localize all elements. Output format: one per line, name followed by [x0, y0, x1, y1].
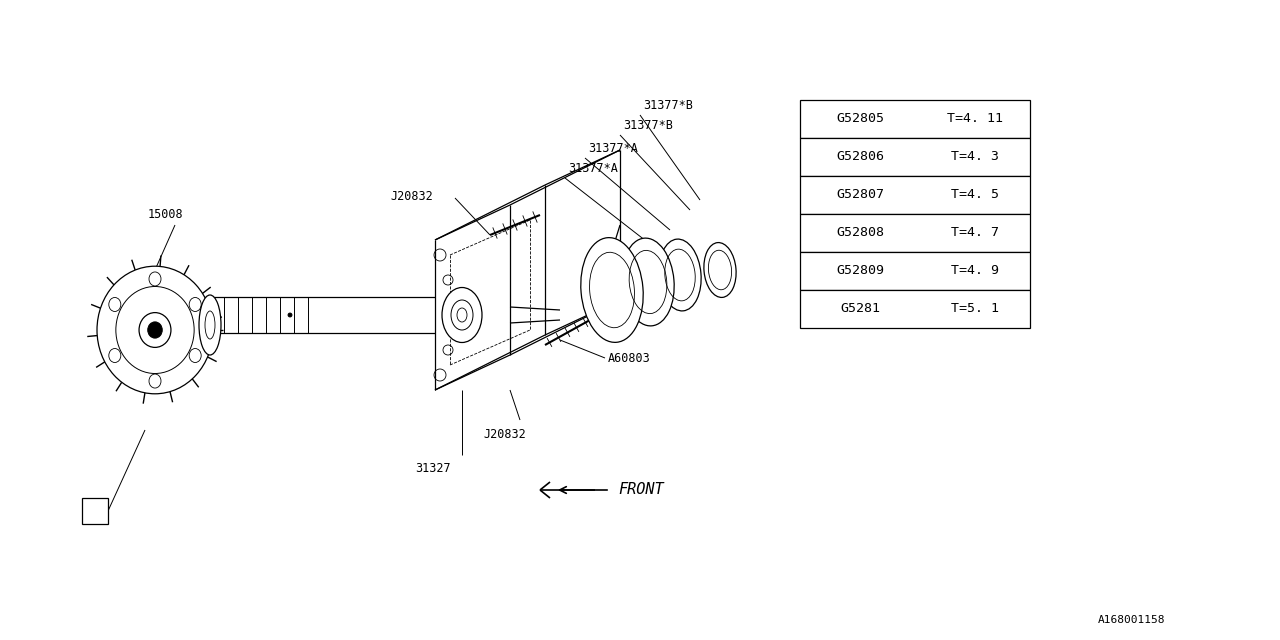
Ellipse shape — [97, 266, 212, 394]
Text: J20832: J20832 — [483, 429, 526, 442]
Text: T=5. 1: T=5. 1 — [951, 303, 998, 316]
Ellipse shape — [451, 300, 474, 330]
Ellipse shape — [704, 243, 736, 298]
Text: A168001158: A168001158 — [1097, 615, 1165, 625]
Ellipse shape — [147, 322, 163, 338]
Ellipse shape — [622, 238, 675, 326]
Text: G52808: G52808 — [836, 227, 884, 239]
Text: G52806: G52806 — [836, 150, 884, 163]
Text: 31327: 31327 — [415, 461, 451, 474]
Text: G52809: G52809 — [836, 264, 884, 278]
Bar — [800, 290, 1030, 328]
Bar — [800, 176, 1030, 214]
Ellipse shape — [442, 287, 483, 342]
FancyBboxPatch shape — [82, 498, 108, 524]
Bar — [800, 252, 1030, 290]
Text: A: A — [91, 504, 99, 516]
Ellipse shape — [659, 239, 701, 311]
Bar — [800, 100, 1030, 138]
Bar — [800, 214, 1030, 252]
Text: A60803: A60803 — [608, 351, 650, 365]
Text: G52805: G52805 — [836, 113, 884, 125]
Text: 31377*A: 31377*A — [588, 142, 637, 155]
Ellipse shape — [288, 313, 292, 317]
Text: T=4. 11: T=4. 11 — [947, 113, 1004, 125]
Ellipse shape — [581, 237, 644, 342]
Text: FRONT: FRONT — [618, 483, 663, 497]
Text: J20832: J20832 — [390, 189, 433, 202]
Text: 15008: 15008 — [148, 209, 183, 221]
Text: T=4. 9: T=4. 9 — [951, 264, 998, 278]
Text: T=4. 3: T=4. 3 — [951, 150, 998, 163]
Text: T=4. 5: T=4. 5 — [951, 189, 998, 202]
Text: G5281: G5281 — [840, 303, 881, 316]
Bar — [800, 138, 1030, 176]
Text: 31377*B: 31377*B — [643, 99, 692, 112]
Text: T=4. 7: T=4. 7 — [951, 227, 998, 239]
Ellipse shape — [198, 295, 221, 355]
Text: 31377*A: 31377*A — [568, 162, 618, 175]
Text: 31377*B: 31377*B — [623, 119, 673, 132]
Text: G52807: G52807 — [836, 189, 884, 202]
